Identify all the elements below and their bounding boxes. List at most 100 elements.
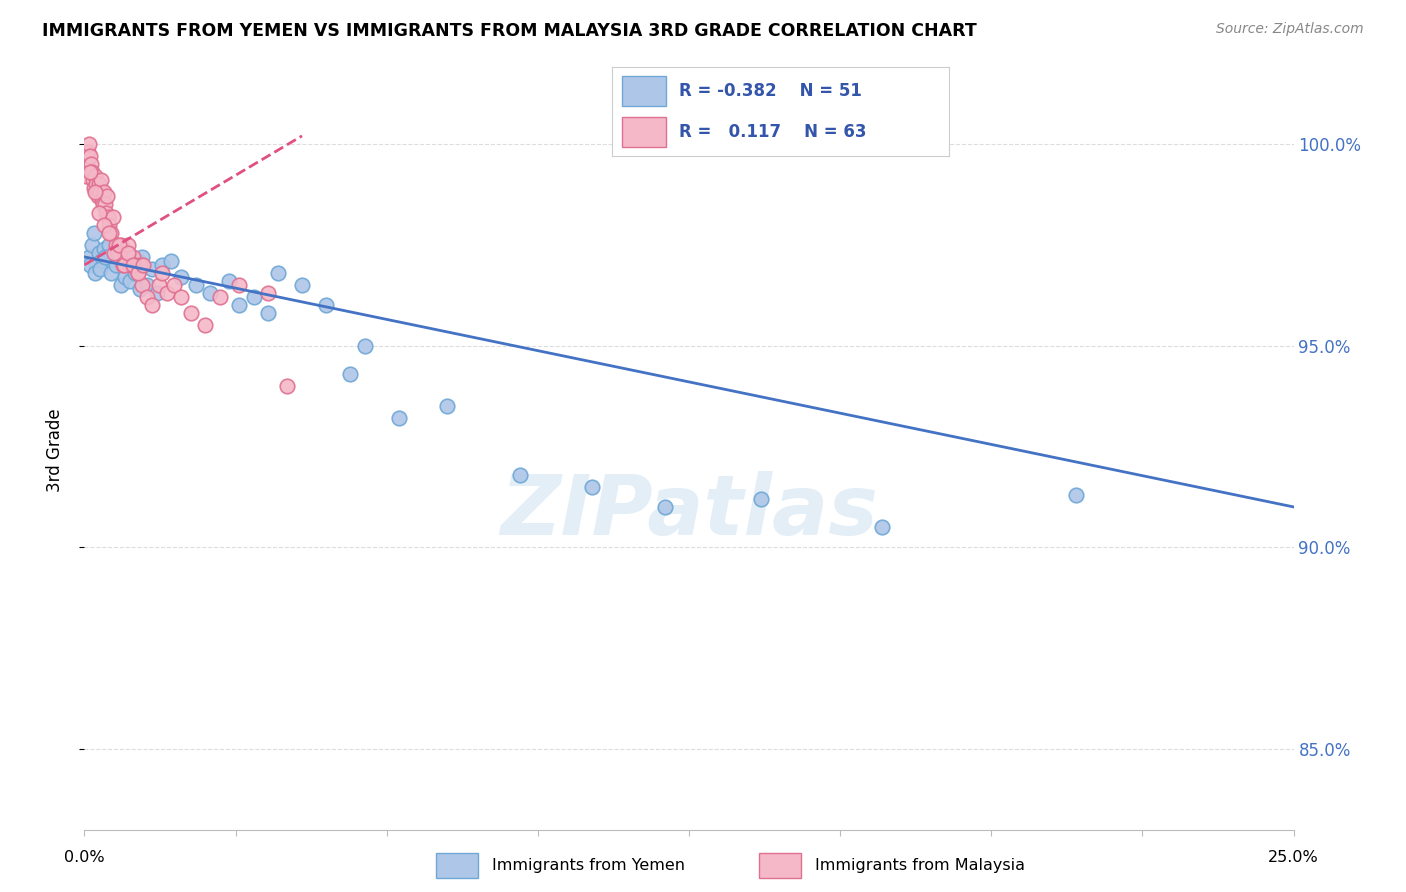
FancyBboxPatch shape xyxy=(621,76,665,106)
Point xyxy=(84,169,107,184)
Point xyxy=(83,226,105,240)
Text: R =   0.117    N = 63: R = 0.117 N = 63 xyxy=(679,123,866,141)
Text: ZIPatlas: ZIPatlas xyxy=(501,471,877,551)
FancyBboxPatch shape xyxy=(759,853,801,878)
Point xyxy=(388,411,411,425)
Point xyxy=(93,242,115,256)
Point xyxy=(127,266,149,280)
Point xyxy=(127,266,149,280)
Point xyxy=(129,258,152,272)
Point xyxy=(228,278,250,293)
Point xyxy=(75,169,97,184)
Point xyxy=(751,491,773,506)
Point xyxy=(112,258,135,272)
Point xyxy=(110,237,132,252)
Point xyxy=(112,245,135,260)
Point xyxy=(90,194,112,208)
Point xyxy=(103,245,125,260)
Point xyxy=(257,306,280,320)
Text: Immigrants from Malaysia: Immigrants from Malaysia xyxy=(815,858,1025,872)
Text: 0.0%: 0.0% xyxy=(65,850,104,864)
Point xyxy=(97,218,120,232)
Point xyxy=(127,253,149,268)
Point xyxy=(103,250,125,264)
Point xyxy=(136,278,159,293)
Point xyxy=(124,258,146,272)
Point xyxy=(103,210,125,224)
Point xyxy=(89,205,111,219)
Point xyxy=(93,250,115,264)
Point xyxy=(80,237,103,252)
Point xyxy=(136,290,159,304)
Point xyxy=(146,286,169,301)
Point xyxy=(163,278,186,293)
Point xyxy=(77,145,100,159)
Point xyxy=(114,270,136,285)
Text: Source: ZipAtlas.com: Source: ZipAtlas.com xyxy=(1216,22,1364,37)
FancyBboxPatch shape xyxy=(436,853,478,878)
Point xyxy=(242,290,264,304)
Point xyxy=(124,266,146,280)
Point xyxy=(160,253,183,268)
Point xyxy=(94,205,117,219)
Point xyxy=(436,399,458,413)
Point xyxy=(155,286,177,301)
Point xyxy=(509,467,531,482)
Point xyxy=(89,186,111,200)
Point xyxy=(77,250,100,264)
Point xyxy=(90,253,112,268)
Point xyxy=(82,165,104,179)
Point xyxy=(79,258,101,272)
Point xyxy=(98,226,121,240)
Point xyxy=(117,237,139,252)
Point xyxy=(83,186,105,200)
Point xyxy=(315,298,337,312)
Point xyxy=(131,250,153,264)
Point xyxy=(1064,488,1087,502)
Point xyxy=(131,278,153,293)
Point xyxy=(150,266,173,280)
Point xyxy=(93,218,115,232)
Point xyxy=(581,480,603,494)
Point xyxy=(654,500,676,514)
Point xyxy=(194,318,217,333)
Point xyxy=(120,258,142,272)
Point xyxy=(257,286,280,301)
Point xyxy=(120,274,142,288)
Point xyxy=(148,278,170,293)
Point xyxy=(87,189,110,203)
Point xyxy=(97,237,120,252)
Point xyxy=(86,186,108,200)
Point xyxy=(107,237,129,252)
Point xyxy=(97,210,120,224)
FancyBboxPatch shape xyxy=(621,117,665,147)
Point xyxy=(93,197,115,211)
Point xyxy=(93,186,115,200)
Point xyxy=(141,298,163,312)
Point xyxy=(184,278,207,293)
Point xyxy=(170,270,193,285)
Point xyxy=(218,274,240,288)
Point xyxy=(107,245,129,260)
Text: Immigrants from Yemen: Immigrants from Yemen xyxy=(492,858,685,872)
Point xyxy=(104,237,127,252)
Point xyxy=(170,290,193,304)
Point xyxy=(87,245,110,260)
Point xyxy=(100,266,122,280)
Point xyxy=(79,149,101,163)
Point xyxy=(141,262,163,277)
Text: R = -0.382    N = 51: R = -0.382 N = 51 xyxy=(679,82,862,100)
Point xyxy=(77,136,100,151)
Text: IMMIGRANTS FROM YEMEN VS IMMIGRANTS FROM MALAYSIA 3RD GRADE CORRELATION CHART: IMMIGRANTS FROM YEMEN VS IMMIGRANTS FROM… xyxy=(42,22,977,40)
Point xyxy=(90,173,112,187)
Point xyxy=(84,178,107,192)
Point xyxy=(121,250,143,264)
Text: 25.0%: 25.0% xyxy=(1268,850,1319,864)
Point xyxy=(79,165,101,179)
Point xyxy=(80,157,103,171)
Point xyxy=(104,258,127,272)
Point xyxy=(354,338,377,352)
Point xyxy=(129,282,152,296)
Y-axis label: 3rd Grade: 3rd Grade xyxy=(45,409,63,492)
Point xyxy=(208,290,231,304)
